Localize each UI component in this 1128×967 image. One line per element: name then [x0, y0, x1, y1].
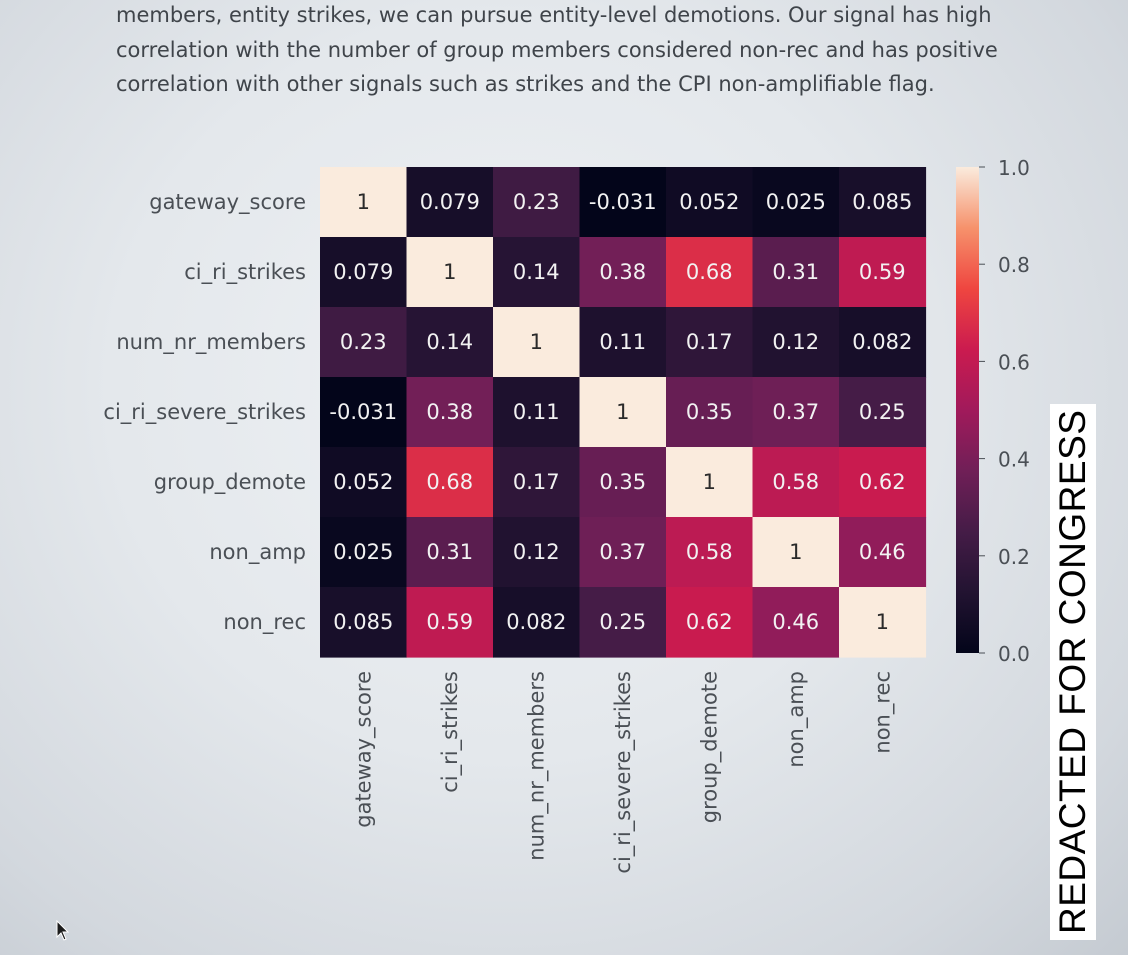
row-label: gateway_score — [149, 190, 306, 215]
cell-value-label: -0.031 — [329, 400, 397, 424]
colorbar-tick-label: 0.8 — [998, 253, 1030, 277]
row-label: group_demote — [154, 470, 306, 495]
cell-value-label: 1 — [357, 190, 370, 214]
colorbar-ticks: 1.0 0.8 0.6 0.4 0.2 0.0 — [979, 156, 1030, 666]
cell-value-label: 0.23 — [513, 190, 560, 214]
row-label: ci_ri_severe_strikes — [103, 400, 306, 425]
column-label: non_rec — [870, 671, 895, 754]
cell-value-label: 0.14 — [426, 330, 473, 354]
redaction-label: REDACTED FOR CONGRESS — [1050, 404, 1096, 940]
row-label: non_rec — [223, 610, 306, 635]
colorbar-tick-label: 1.0 — [998, 156, 1030, 180]
cell-value-label: 0.14 — [513, 260, 560, 284]
cell-value-label: 0.31 — [426, 540, 473, 564]
colorbar-tick-label: 0.4 — [998, 448, 1030, 472]
cell-value-label: 0.68 — [426, 470, 473, 494]
cell-value-label: 0.68 — [686, 260, 733, 284]
cell-value-label: 0.082 — [852, 330, 912, 354]
cell-value-label: 0.23 — [340, 330, 387, 354]
colorbar — [956, 167, 979, 653]
cell-value-label: 0.079 — [333, 260, 393, 284]
row-label: ci_ri_strikes — [184, 260, 306, 285]
cell-value-label: 0.025 — [333, 540, 393, 564]
cell-value-label: 0.17 — [513, 470, 560, 494]
cell-value-label: 0.37 — [772, 400, 819, 424]
cell-value-label: 0.35 — [686, 400, 733, 424]
cell-value-label: 0.46 — [859, 540, 906, 564]
cell-value-label: 0.079 — [420, 190, 480, 214]
column-labels: gateway_score ci_ri_strikes num_nr_members… — [351, 671, 895, 874]
cell-value-label: 0.025 — [766, 190, 826, 214]
cell-value-label: 1 — [616, 400, 629, 424]
cell-value-label: 0.62 — [686, 610, 733, 634]
cell-value-label: -0.031 — [589, 190, 657, 214]
cell-value-label: 0.59 — [426, 610, 473, 634]
cell-value-label: 0.25 — [859, 400, 906, 424]
cell-value-label: 0.12 — [513, 540, 560, 564]
cell-value-label: 0.25 — [599, 610, 646, 634]
cell-value-label: 0.12 — [772, 330, 819, 354]
row-label: num_nr_members — [116, 330, 306, 355]
cell-value-label: 0.052 — [333, 470, 393, 494]
cell-value-label: 0.38 — [426, 400, 473, 424]
cell-value-label: 0.62 — [859, 470, 906, 494]
column-label: gateway_score — [351, 671, 376, 828]
cell-value-label: 1 — [530, 330, 543, 354]
cell-value-label: 0.11 — [599, 330, 646, 354]
cell-value-label: 0.31 — [772, 260, 819, 284]
cell-value-label: 0.17 — [686, 330, 733, 354]
cell-value-label: 0.59 — [859, 260, 906, 284]
cell-value-label: 0.37 — [599, 540, 646, 564]
cell-value-label: 0.58 — [686, 540, 733, 564]
cell-value-label: 1 — [703, 470, 716, 494]
cell-value-label: 1 — [789, 540, 802, 564]
column-label: ci_ri_strikes — [438, 671, 463, 793]
cell-value-label: 0.38 — [599, 260, 646, 284]
cell-value-label: 0.35 — [599, 470, 646, 494]
colorbar-tick-label: 0.0 — [998, 642, 1030, 666]
row-label: non_amp — [209, 540, 306, 565]
mouse-pointer-icon — [56, 920, 74, 944]
cell-value-label: 0.082 — [506, 610, 566, 634]
cell-value-label: 1 — [876, 610, 889, 634]
cell-value-label: 0.46 — [772, 610, 819, 634]
cell-value-label: 0.11 — [513, 400, 560, 424]
cell-value-label: 0.085 — [852, 190, 912, 214]
colorbar-tick-label: 0.6 — [998, 350, 1030, 374]
column-label: ci_ri_severe_strikes — [611, 671, 636, 874]
cell-value-label: 0.085 — [333, 610, 393, 634]
cell-value-label: 0.052 — [679, 190, 739, 214]
cell-value-label: 1 — [443, 260, 456, 284]
column-label: non_amp — [784, 671, 809, 768]
colorbar-tick-label: 0.2 — [998, 545, 1030, 569]
column-label: num_nr_members — [524, 671, 549, 861]
column-label: group_demote — [697, 671, 722, 823]
row-labels: gateway_score ci_ri_strikes num_nr_members… — [103, 190, 306, 635]
photo-border — [0, 955, 1128, 967]
cell-value-label: 0.58 — [772, 470, 819, 494]
